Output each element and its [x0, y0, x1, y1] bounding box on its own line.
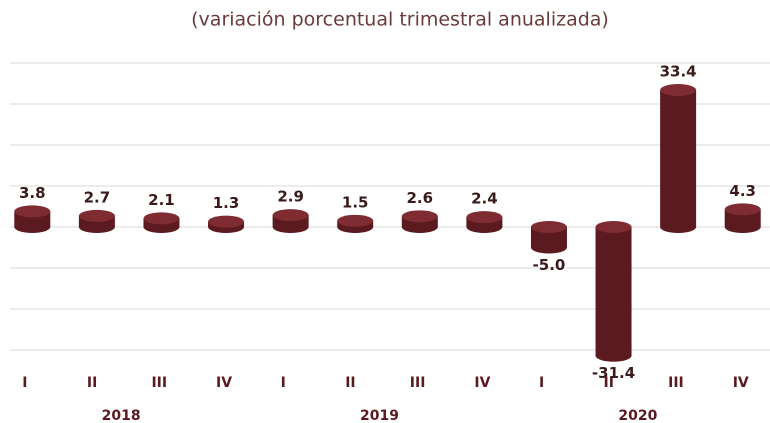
x-tick-label: II [87, 375, 97, 391]
value-label: 2.6 [407, 189, 434, 207]
value-label: 2.4 [471, 190, 498, 208]
bar-top [595, 221, 632, 233]
value-label: 4.3 [729, 182, 756, 200]
value-label: 2.1 [148, 191, 175, 209]
x-tick-label: I [22, 375, 27, 391]
bar-top [78, 209, 115, 222]
bar-top [401, 210, 438, 223]
bar-top [208, 215, 245, 228]
bar [595, 227, 632, 356]
bar-top [660, 84, 697, 97]
value-label: -5.0 [533, 256, 566, 274]
chart-title: (variación porcentual trimestral anualiz… [191, 9, 609, 31]
bar-top [272, 209, 309, 222]
year-label: 2020 [618, 408, 657, 423]
x-tick-label: IV [216, 375, 232, 391]
value-label: 33.4 [660, 63, 697, 81]
bar-top [530, 221, 567, 233]
value-label: -31.4 [592, 364, 635, 382]
x-tick-label: III [668, 375, 684, 391]
bar-top [724, 203, 761, 216]
value-label: 2.9 [277, 188, 304, 206]
value-label: 2.7 [84, 188, 111, 206]
bar-top [143, 212, 180, 225]
x-tick-label: III [151, 375, 167, 391]
bar [660, 90, 697, 227]
bar-top [466, 211, 503, 224]
value-label: 1.5 [342, 193, 369, 211]
x-tick-label: I [281, 375, 286, 391]
value-label: 1.3 [213, 194, 240, 212]
x-tick-label: II [604, 375, 614, 391]
year-label: 2019 [360, 408, 399, 423]
bar-top [14, 205, 51, 218]
value-label: 3.8 [19, 184, 46, 202]
year-label: 2018 [102, 408, 141, 423]
x-tick-label: IV [733, 375, 749, 391]
bar-top [337, 214, 374, 227]
x-tick-label: III [410, 375, 426, 391]
x-tick-label: IV [474, 375, 490, 391]
x-tick-label: I [539, 375, 544, 391]
x-tick-label: II [345, 375, 355, 391]
